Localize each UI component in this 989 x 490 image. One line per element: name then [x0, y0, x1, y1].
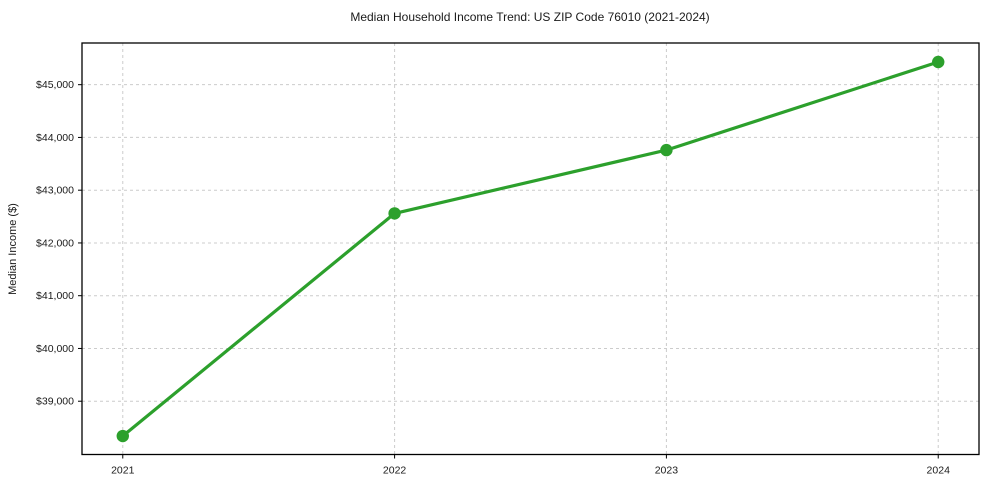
y-tick-label: $41,000 [36, 290, 74, 302]
data-point-marker [932, 55, 945, 69]
data-point-marker [660, 143, 673, 157]
plot-border [81, 42, 980, 456]
x-tick-label: 2023 [655, 465, 679, 477]
x-tick-label: 2024 [927, 465, 951, 477]
y-tick-label: $43,000 [36, 185, 74, 197]
y-tick-label: $39,000 [36, 396, 74, 408]
tick-labels: $39,000 $40,000 $41,000 $42,000 $43,000 $44,0… [36, 79, 950, 476]
y-tick-label: $42,000 [36, 237, 74, 249]
y-tick-label: $40,000 [36, 343, 74, 355]
y-tick-label: $45,000 [36, 79, 74, 91]
gridlines [82, 43, 979, 455]
data-point-marker [388, 207, 401, 220]
y-tick-label: $44,000 [36, 132, 74, 144]
y-axis-label: Median Income ($) [7, 203, 19, 295]
data-point-marker [116, 429, 129, 443]
chart-title: Median Household Income Trend: US ZIP Co… [350, 10, 709, 24]
axis-ticks [78, 84, 939, 459]
x-tick-label: 2021 [111, 465, 135, 477]
series-line [121, 60, 940, 438]
x-tick-label: 2022 [383, 465, 407, 477]
series-line-group [116, 55, 945, 443]
